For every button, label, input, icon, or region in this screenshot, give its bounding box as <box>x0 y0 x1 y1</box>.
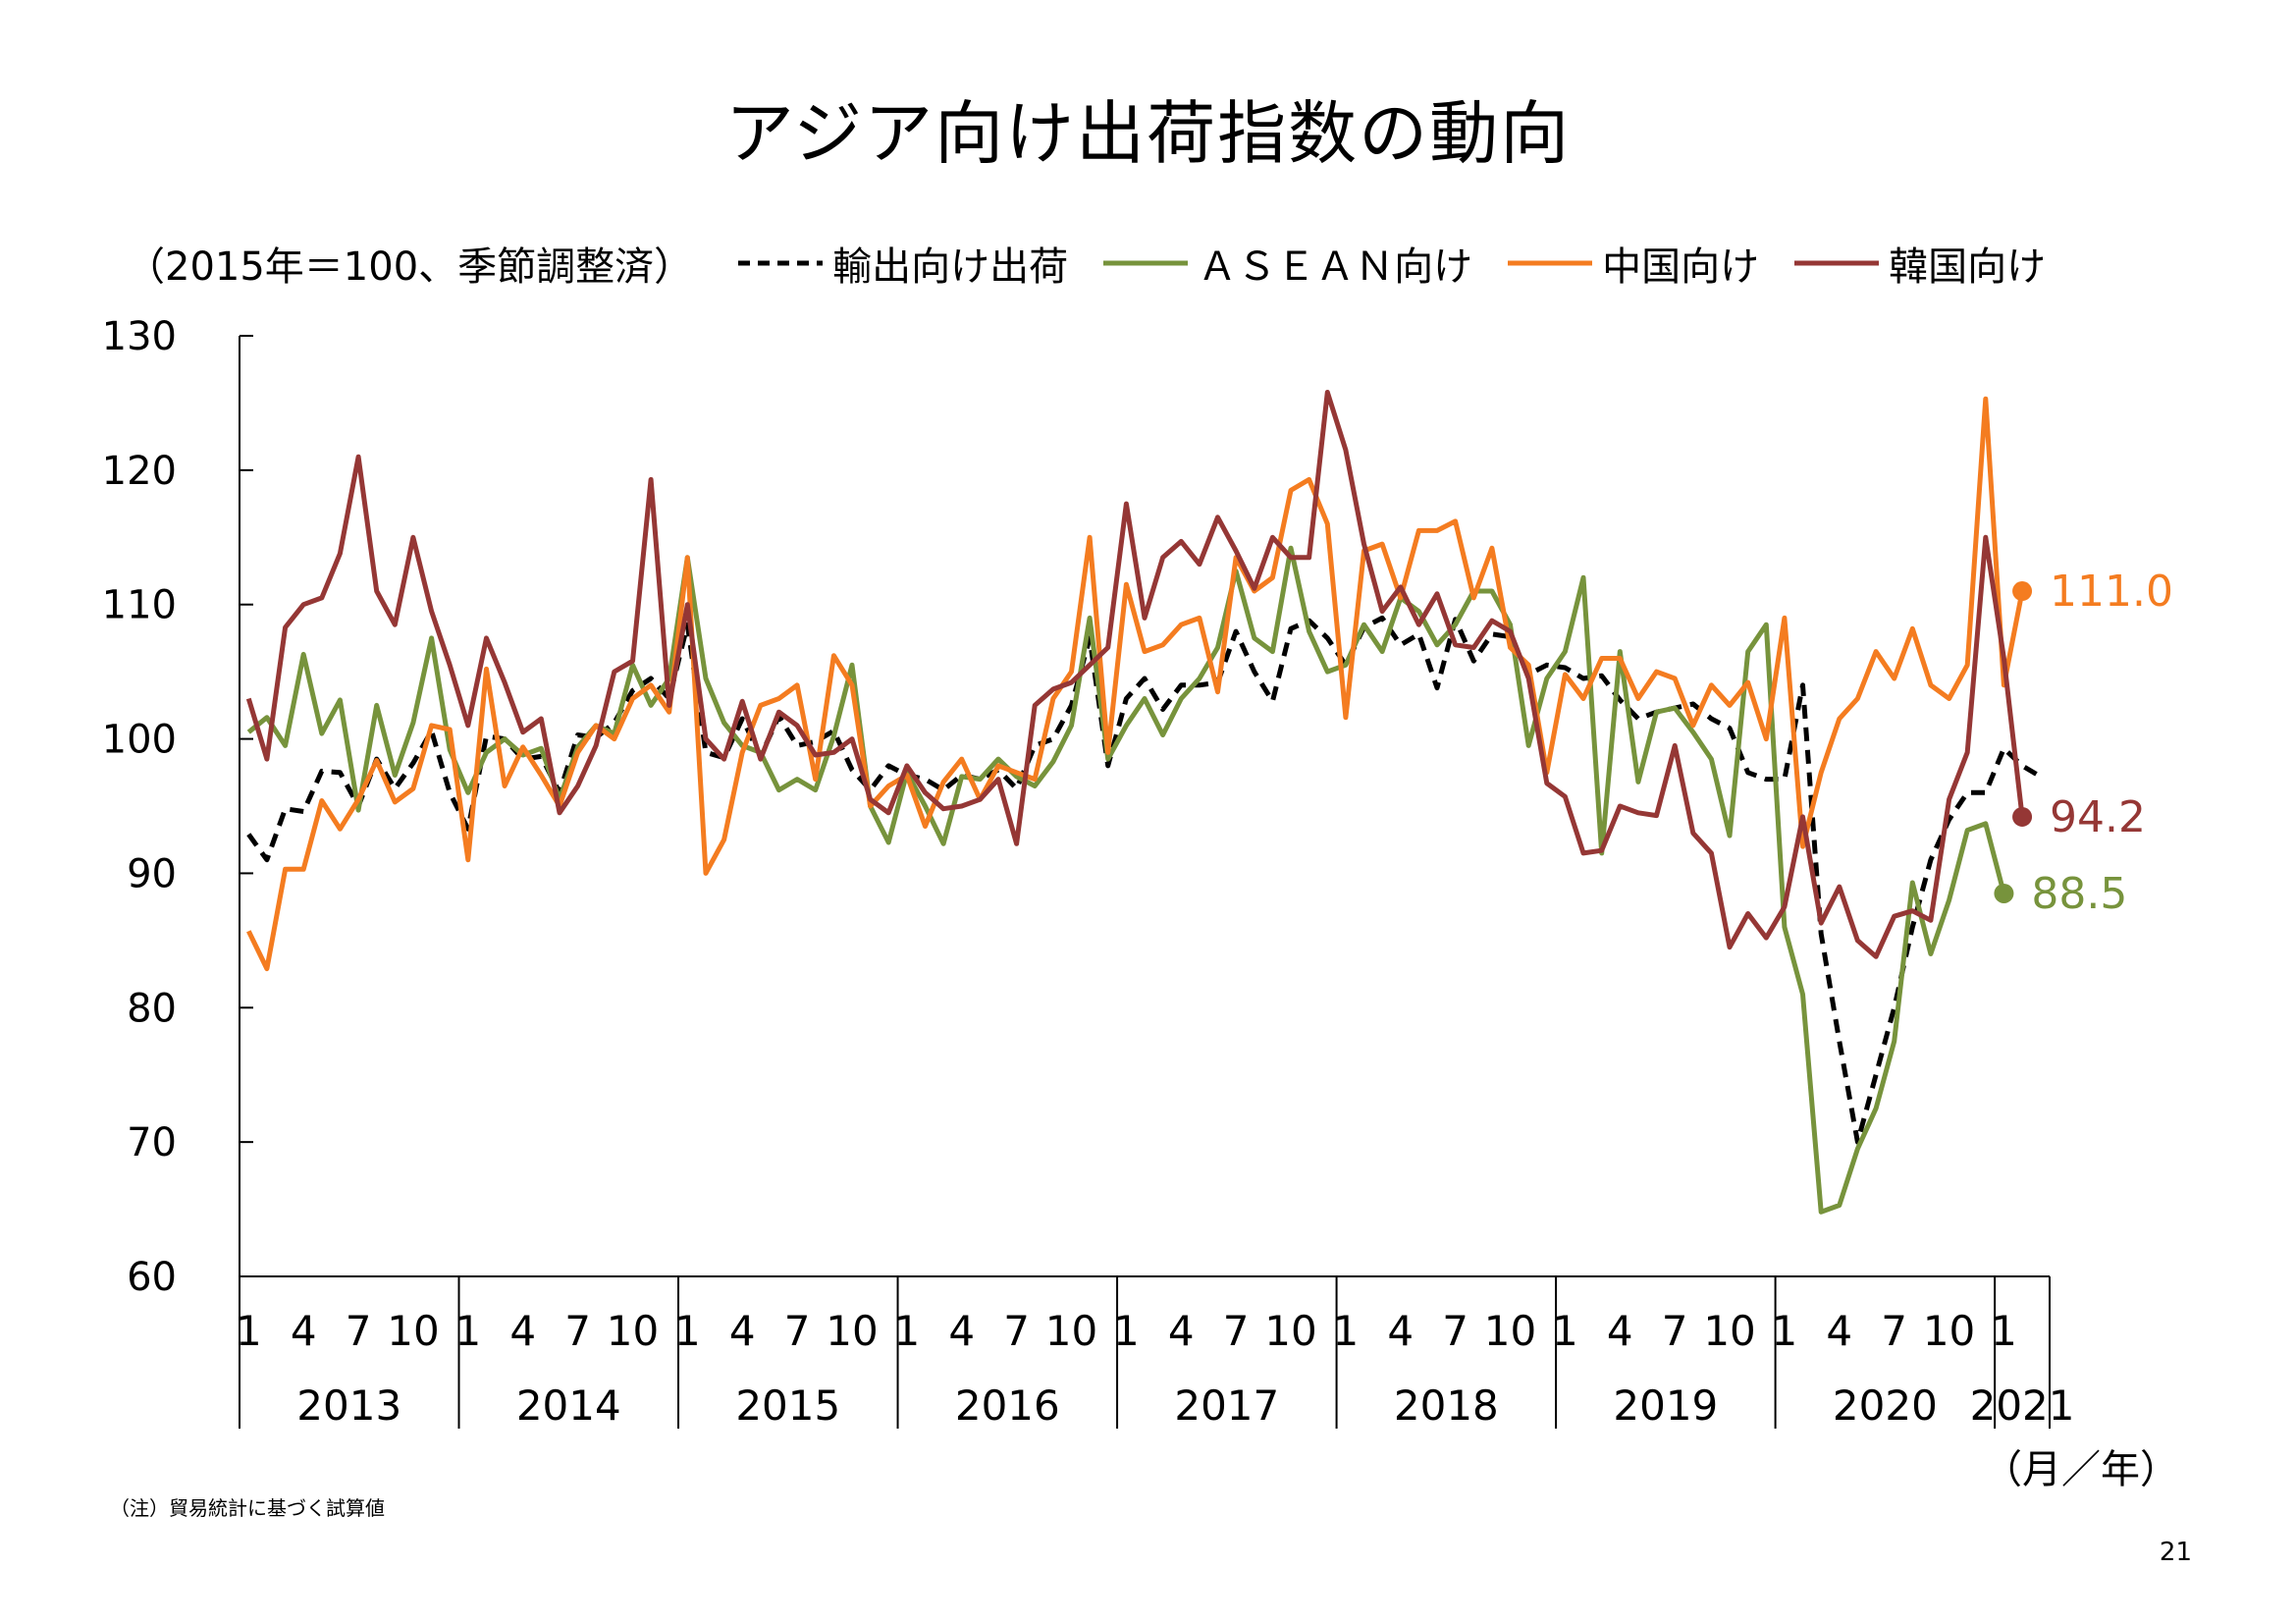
month-tick-label: 4 <box>291 1307 317 1355</box>
series-line-2 <box>246 396 2025 972</box>
month-tick-label: 10 <box>1923 1307 1975 1355</box>
year-label: 2019 <box>1613 1381 1718 1430</box>
month-tick-label: 1 <box>1991 1307 2017 1355</box>
month-tick-label: 4 <box>948 1307 975 1355</box>
legend-label-china: 中国向け <box>1602 244 1760 290</box>
year-label: 2014 <box>516 1381 621 1430</box>
year-label: 2015 <box>735 1381 840 1430</box>
month-tick-label: 4 <box>1607 1307 1633 1355</box>
month-tick-label: 1 <box>1333 1307 1360 1355</box>
month-tick-label: 7 <box>1442 1307 1468 1355</box>
legend-item-korea: 韓国向け <box>1794 235 2046 292</box>
month-tick-label: 4 <box>729 1307 756 1355</box>
end-marker-1 <box>2012 806 2033 827</box>
month-tick-label: 10 <box>387 1307 439 1355</box>
year-label: 2016 <box>955 1381 1060 1430</box>
legend-swatch-china <box>1508 260 1593 266</box>
x-axis-unit-label: （月／年） <box>1983 1447 2179 1492</box>
month-tick-label: 10 <box>1703 1307 1755 1355</box>
legend-item-asean: ＡＳＥＡＮ向け <box>1103 235 1472 292</box>
month-tick-label: 10 <box>607 1307 659 1355</box>
month-tick-label: 1 <box>674 1307 701 1355</box>
legend-item-china: 中国向け <box>1508 235 1759 292</box>
y-tick-label: 100 <box>102 718 177 763</box>
y-tick-label: 110 <box>102 583 177 628</box>
month-tick-label: 10 <box>1045 1307 1097 1355</box>
month-tick-label: 10 <box>826 1307 878 1355</box>
legend: （2015年＝100、季節調整済） 輸出向け出荷 ＡＳＥＡＮ向け 中国向け 韓国… <box>126 234 2046 293</box>
month-tick-label: 7 <box>1223 1307 1250 1355</box>
month-tick-label: 4 <box>1826 1307 1852 1355</box>
month-tick-label: 1 <box>1552 1307 1578 1355</box>
y-tick-label: 90 <box>127 851 177 896</box>
year-label: 2013 <box>296 1381 401 1430</box>
series-line-3 <box>245 390 2025 959</box>
end-value-label-2: 88.5 <box>2031 869 2127 919</box>
y-tick-label: 80 <box>127 986 177 1031</box>
unit-note: （2015年＝100、季節調整済） <box>126 244 694 290</box>
month-tick-label: 1 <box>893 1307 920 1355</box>
legend-swatch-asean <box>1103 260 1189 266</box>
month-tick-label: 7 <box>1662 1307 1688 1355</box>
footnote: （注）貿易統計に基づく試算値 <box>110 1496 385 1520</box>
y-tick-label: 120 <box>102 449 177 494</box>
month-tick-label: 1 <box>1772 1307 1798 1355</box>
legend-item-exports: 輸出向け出荷 <box>738 235 1068 292</box>
year-label: 2021 <box>1970 1381 2075 1430</box>
month-tick-label: 1 <box>454 1307 481 1355</box>
y-tick-label: 70 <box>127 1120 177 1165</box>
month-tick-label: 4 <box>1387 1307 1414 1355</box>
month-tick-label: 7 <box>1881 1307 1907 1355</box>
series-line-1 <box>246 545 2006 1215</box>
month-tick-label: 10 <box>1484 1307 1536 1355</box>
legend-swatch-exports <box>738 260 824 266</box>
legend-label-korea: 韓国向け <box>1889 244 2047 290</box>
month-tick-label: 7 <box>784 1307 811 1355</box>
year-label: 2017 <box>1174 1381 1279 1430</box>
month-tick-label: 1 <box>1113 1307 1140 1355</box>
y-tick-label: 130 <box>102 314 177 359</box>
end-value-label-0: 111.0 <box>2050 567 2173 617</box>
month-tick-label: 7 <box>346 1307 372 1355</box>
month-tick-label: 4 <box>1168 1307 1195 1355</box>
y-tick-label: 60 <box>127 1255 177 1300</box>
month-tick-label: 4 <box>509 1307 536 1355</box>
year-label: 2018 <box>1394 1381 1499 1430</box>
legend-label-exports: 輸出向け出荷 <box>832 244 1069 290</box>
month-tick-label: 10 <box>1264 1307 1316 1355</box>
legend-label-asean: ＡＳＥＡＮ向け <box>1198 244 1473 290</box>
legend-swatch-korea <box>1794 260 1880 266</box>
month-tick-label: 1 <box>236 1307 262 1355</box>
month-tick-label: 7 <box>564 1307 591 1355</box>
chart-title: アジア向け出荷指数の動向 <box>724 93 1572 174</box>
end-marker-2 <box>1994 883 2014 903</box>
page-number: 21 <box>2159 1538 2192 1567</box>
year-label: 2020 <box>1833 1381 1938 1430</box>
end-marker-0 <box>2012 581 2033 602</box>
end-value-label-1: 94.2 <box>2050 792 2146 842</box>
month-tick-label: 7 <box>1003 1307 1030 1355</box>
